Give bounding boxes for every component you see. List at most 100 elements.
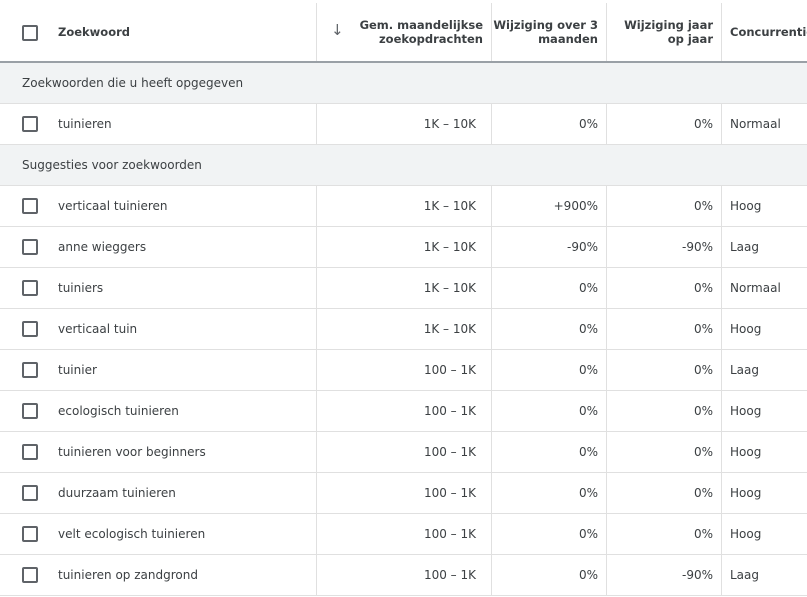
search-volume: 1K – 10K [423, 322, 476, 336]
keyword: tuinieren [58, 117, 112, 131]
competition: Laag [730, 568, 760, 582]
column-header[interactable]: Wijziging over 3 maanden [493, 18, 598, 46]
change-3-months: 0% [578, 281, 598, 295]
column-divider [721, 268, 722, 308]
column-divider [491, 514, 492, 554]
column-divider [316, 268, 317, 308]
competition: Laag [730, 240, 760, 254]
keyword-row: verticaal tuinieren 1K – 10K +900% 0% Hoog [0, 186, 807, 227]
column-divider [491, 473, 492, 513]
keyword: velt ecologisch tuinieren [58, 527, 206, 541]
change-3-months: 0% [578, 445, 598, 459]
row-checkbox[interactable] [22, 116, 38, 132]
select-all-checkbox[interactable] [22, 25, 38, 41]
column-divider [606, 104, 607, 144]
column-divider [606, 473, 607, 513]
column-header[interactable]: Zoekwoord [58, 25, 131, 39]
search-volume: 100 – 1K [423, 486, 476, 500]
competition: Hoog [730, 486, 762, 500]
competition: Hoog [730, 527, 762, 541]
column-divider [721, 350, 722, 390]
search-volume: 1K – 10K [423, 199, 476, 213]
column-divider [316, 309, 317, 349]
column-divider [606, 309, 607, 349]
keyword: anne wieggers [58, 240, 147, 254]
column-divider [316, 432, 317, 472]
sort-arrow[interactable]: ↓ [331, 21, 344, 39]
keyword-row: anne wieggers 1K – 10K -90% -90% Laag [0, 227, 807, 268]
keyword-row: tuinieren voor beginners 100 – 1K 0% 0% Hoog [0, 432, 807, 473]
keyword-row: tuiniers 1K – 10K 0% 0% Normaal [0, 268, 807, 309]
change-3-months: +900% [553, 199, 598, 213]
row-checkbox[interactable] [22, 526, 38, 542]
keyword-row: ecologisch tuinieren 100 – 1K 0% 0% Hoog [0, 391, 807, 432]
column-divider [606, 555, 607, 595]
column-divider [491, 186, 492, 226]
column-divider [316, 391, 317, 431]
row-checkbox[interactable] [22, 321, 38, 337]
search-volume: 100 – 1K [423, 445, 476, 459]
change-yoy: -90% [681, 568, 713, 582]
row-checkbox[interactable] [22, 485, 38, 501]
keyword: verticaal tuinieren [58, 199, 168, 213]
change-3-months: 0% [578, 486, 598, 500]
column-divider [491, 227, 492, 267]
search-volume: 1K – 10K [423, 281, 476, 295]
column-header[interactable]: Wijziging jaar op jaar [624, 18, 713, 46]
section-row: Suggesties voor zoekwoorden [0, 145, 807, 186]
column-divider [491, 432, 492, 472]
column-divider [316, 186, 317, 226]
row-checkbox[interactable] [22, 239, 38, 255]
competition: Hoog [730, 404, 762, 418]
section-title: Zoekwoorden die u heeft opgegeven [22, 76, 244, 90]
column-divider [316, 555, 317, 595]
change-yoy: 0% [693, 404, 713, 418]
column-divider [491, 104, 492, 144]
column-divider [316, 514, 317, 554]
column-header[interactable]: Concurrentie [730, 25, 807, 39]
change-3-months: 0% [578, 404, 598, 418]
row-checkbox[interactable] [22, 280, 38, 296]
row-checkbox[interactable] [22, 444, 38, 460]
row-checkbox[interactable] [22, 403, 38, 419]
column-divider [721, 555, 722, 595]
keyword: duurzaam tuinieren [58, 486, 176, 500]
change-3-months: 0% [578, 527, 598, 541]
keyword-row: velt ecologisch tuinieren 100 – 1K 0% 0% Hoo… [0, 514, 807, 555]
competition: Hoog [730, 445, 762, 459]
column-divider [491, 268, 492, 308]
search-volume: 1K – 10K [423, 240, 476, 254]
column-divider [606, 350, 607, 390]
keyword: tuinieren voor beginners [58, 445, 206, 459]
change-yoy: 0% [693, 363, 713, 377]
keyword-row: tuinieren op zandgrond 100 – 1K 0% -90% Laag [0, 555, 807, 596]
competition: Normaal [730, 281, 781, 295]
competition: Hoog [730, 199, 762, 213]
change-yoy: 0% [693, 281, 713, 295]
column-divider [316, 227, 317, 267]
search-volume: 100 – 1K [423, 568, 476, 582]
keyword: tuinier [58, 363, 97, 377]
column-divider [721, 309, 722, 349]
column-divider [721, 473, 722, 513]
column-divider [316, 473, 317, 513]
keyword-row: verticaal tuin 1K – 10K 0% 0% Hoog [0, 309, 807, 350]
row-checkbox[interactable] [22, 198, 38, 214]
column-divider [491, 350, 492, 390]
competition: Laag [730, 363, 760, 377]
column-divider [491, 391, 492, 431]
search-volume: 100 – 1K [423, 404, 476, 418]
column-divider [606, 227, 607, 267]
search-volume: 1K – 10K [423, 117, 476, 131]
keyword: ecologisch tuinieren [58, 404, 179, 418]
column-header[interactable]: Gem. maandelijkse zoekopdrachten [359, 18, 483, 46]
row-checkbox[interactable] [22, 567, 38, 583]
column-divider [606, 391, 607, 431]
column-divider [606, 432, 607, 472]
competition: Hoog [730, 322, 762, 336]
row-checkbox[interactable] [22, 362, 38, 378]
keyword-row: duurzaam tuinieren 100 – 1K 0% 0% Hoog [0, 473, 807, 514]
change-yoy: 0% [693, 322, 713, 336]
section-title: Suggesties voor zoekwoorden [22, 158, 202, 172]
column-divider [721, 104, 722, 144]
